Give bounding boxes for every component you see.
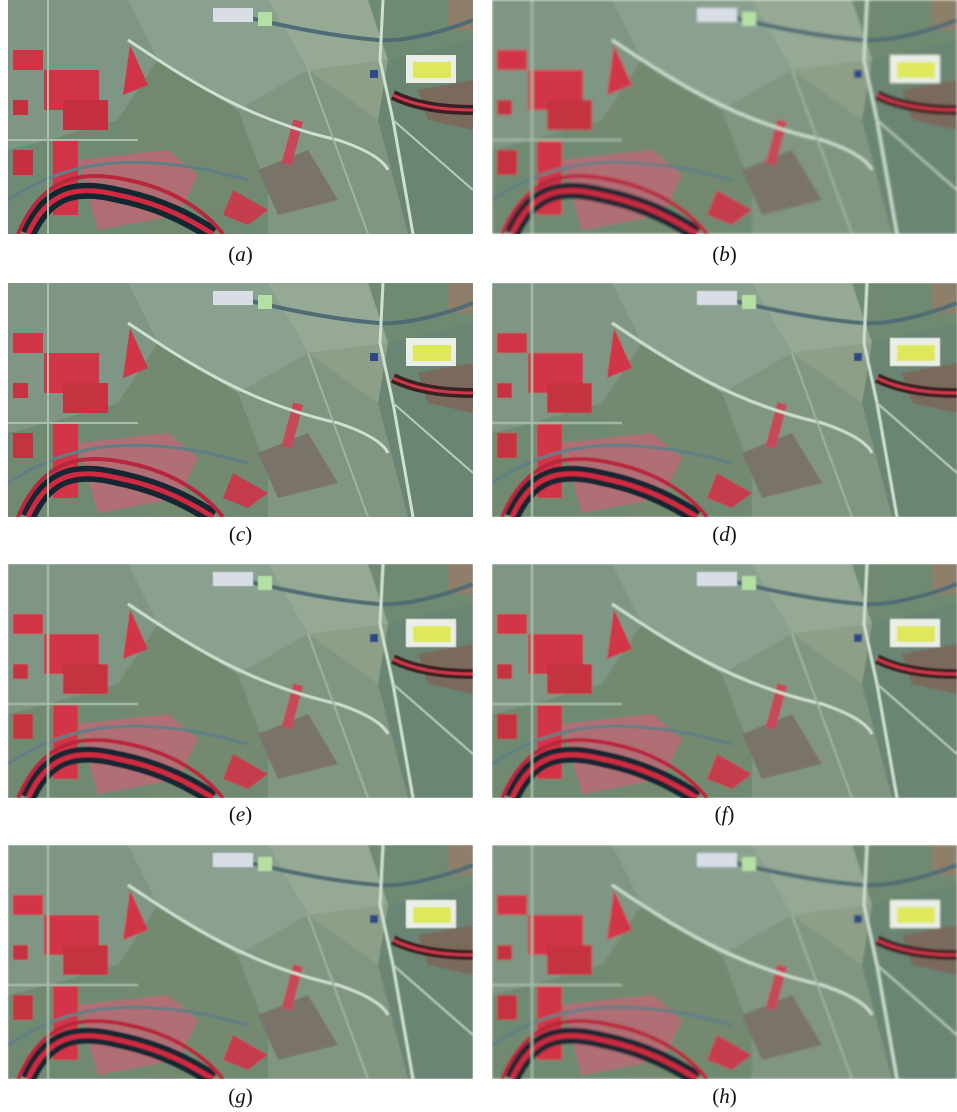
aerial-scene-5 <box>492 564 957 798</box>
caption-g: (g) <box>228 1084 253 1108</box>
satellite-panel-d <box>492 283 957 517</box>
satellite-panel-c <box>8 283 473 517</box>
aerial-scene-4 <box>8 564 473 798</box>
satellite-panel-b <box>492 0 957 234</box>
satellite-panel-f <box>492 564 957 798</box>
aerial-scene-0 <box>8 0 473 234</box>
caption-h: (h) <box>712 1084 737 1108</box>
aerial-scene-6 <box>8 845 473 1079</box>
aerial-scene-3 <box>492 283 957 517</box>
caption-c: (c) <box>228 522 253 546</box>
caption-b: (b) <box>712 242 737 266</box>
satellite-panel-g <box>8 845 473 1079</box>
caption-e: (e) <box>228 802 253 826</box>
caption-a: (a) <box>228 242 253 266</box>
caption-d: (d) <box>712 522 737 546</box>
caption-f: (f) <box>714 802 735 826</box>
aerial-scene-1 <box>492 0 957 234</box>
satellite-panel-a <box>8 0 473 234</box>
satellite-panel-e <box>8 564 473 798</box>
aerial-scene-7 <box>492 845 957 1079</box>
satellite-panel-h <box>492 845 957 1079</box>
aerial-scene-2 <box>8 283 473 517</box>
